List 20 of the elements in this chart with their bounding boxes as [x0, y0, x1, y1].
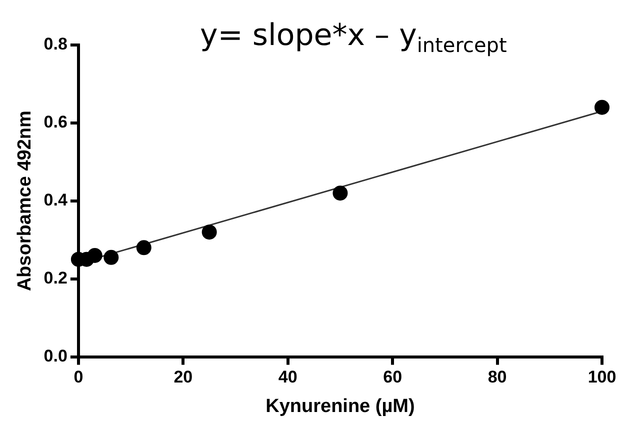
y-tick-label: 0.2 — [44, 268, 68, 288]
annotation: y= slope*x – y$_{intercept}$ — [200, 18, 507, 57]
x-tick-label: 60 — [383, 368, 402, 387]
point — [87, 248, 102, 263]
x-tick-label: 80 — [488, 368, 507, 387]
point — [104, 250, 119, 265]
y-tick-label: 0.6 — [44, 112, 68, 132]
y-axis-title: Absorbamce 492nm — [14, 110, 36, 292]
x-tick-label: 0 — [74, 368, 84, 387]
point — [202, 224, 217, 240]
x-tick-label: 100 — [588, 368, 616, 387]
x-axis-title: Kynurenine (µM) — [266, 396, 415, 417]
y-tick-label: 0.0 — [44, 346, 68, 366]
point — [332, 186, 348, 201]
y-tick-label: 0.4 — [44, 190, 68, 210]
y-tick-label: 0.8 — [44, 34, 68, 54]
x-tick-label: 40 — [278, 368, 298, 387]
point — [136, 240, 152, 256]
point — [594, 100, 610, 115]
x-tick-label: 20 — [174, 368, 193, 387]
